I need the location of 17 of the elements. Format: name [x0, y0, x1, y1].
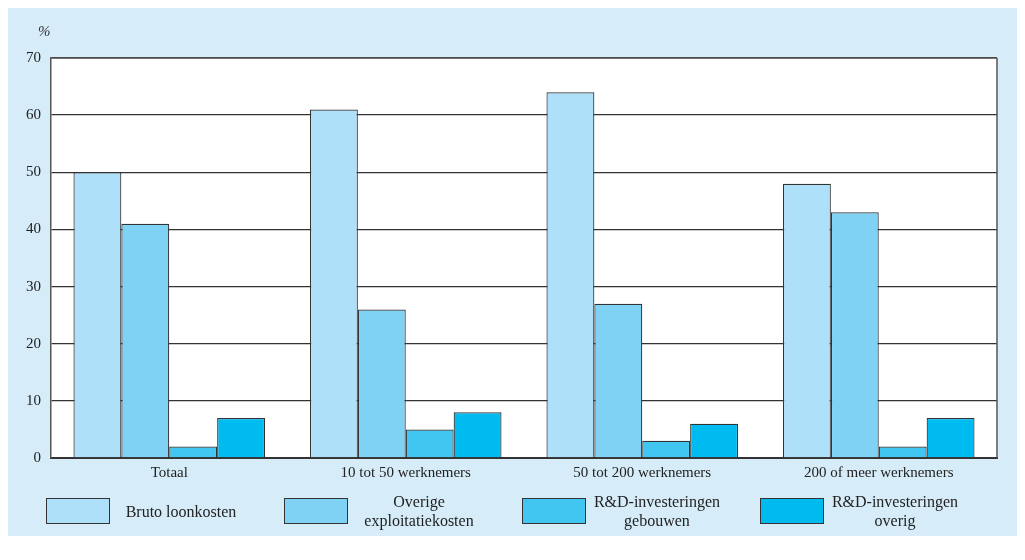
y-tick-label: 60	[26, 106, 41, 123]
x-tick-label: 200 of meer werknemers	[803, 463, 954, 480]
legend-label: R&D-investeringen gebouwen	[592, 492, 722, 530]
x-tick-label: Totaal	[150, 463, 188, 480]
y-tick-label: 50	[26, 163, 41, 180]
y-axis-title: %	[38, 23, 51, 39]
y-tick-label: 20	[26, 334, 41, 351]
x-tick-label: 10 tot 50 werknemers	[340, 463, 472, 480]
legend-label: R&D-investeringen overig	[830, 492, 960, 530]
x-tick-label: 50 tot 200 werknemers	[573, 463, 712, 480]
y-tick-label: 70	[26, 48, 41, 65]
y-tick-label: 10	[26, 391, 41, 408]
y-tick-label: 40	[26, 220, 41, 237]
y-tick-label: 0	[33, 448, 41, 465]
legend-label: Bruto loonkosten	[124, 501, 238, 521]
text: Overige exploitatiekosten	[363, 492, 475, 530]
y-tick-label: 30	[26, 277, 41, 294]
